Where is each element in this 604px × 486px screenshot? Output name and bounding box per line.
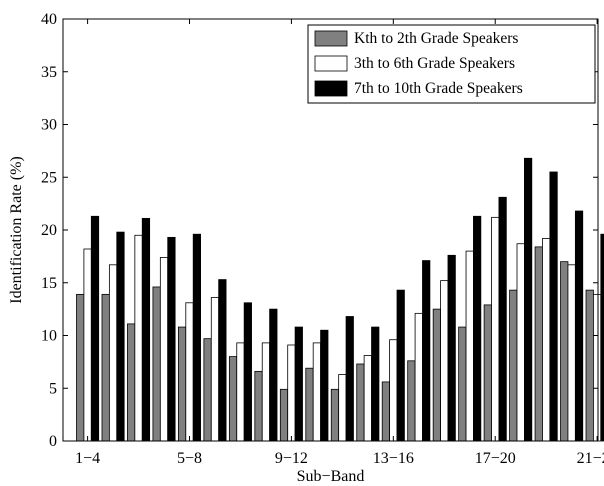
bar-series-2-group-10 xyxy=(312,342,321,442)
y-axis-label: Identification Rate (%) xyxy=(8,156,25,304)
y-tick-label: 30 xyxy=(41,117,57,134)
bar-series-2-group-9 xyxy=(287,344,296,442)
y-tick-label: 5 xyxy=(49,380,57,397)
legend-label-1: Kth to 2th Grade Speakers xyxy=(354,30,518,47)
bar-series-2-group-4 xyxy=(159,257,169,442)
bar-series-2-group-8 xyxy=(261,342,271,442)
bar-series-2-group-14 xyxy=(414,312,423,442)
bar-series-3-group-9 xyxy=(294,326,303,442)
y-tick-label: 10 xyxy=(41,328,57,345)
bar-series-2-group-3 xyxy=(134,234,143,442)
legend: Kth to 2th Grade Speakers 3th to 6th Grad… xyxy=(307,24,596,104)
bar-series-1-group-19 xyxy=(534,246,543,442)
bar-series-1-group-21 xyxy=(585,289,594,442)
bar-series-3-group-19 xyxy=(549,171,558,442)
bar-series-1-group-1 xyxy=(76,293,85,442)
bar-series-1-group-14 xyxy=(407,360,416,442)
x-axis-ticks: 1−4 5−8 9−12 13−16 17−20 21−24 xyxy=(75,19,604,467)
bar-series-2-group-12 xyxy=(363,355,372,442)
bar-series-3-group-11 xyxy=(345,316,354,442)
bar-series-1-group-12 xyxy=(356,363,365,442)
bar-series-3-group-8 xyxy=(269,308,278,442)
bar-series-3-group-2 xyxy=(116,231,125,442)
bar-series-2-group-2 xyxy=(108,264,118,442)
y-tick-label: 40 xyxy=(41,11,57,28)
y-tick-label: 20 xyxy=(41,222,57,239)
x-tick-label: 9−12 xyxy=(275,450,308,467)
bar-series-3-group-12 xyxy=(371,326,380,442)
legend-swatch-3 xyxy=(314,80,348,97)
bar-series-2-group-1 xyxy=(83,248,92,442)
bar-series-3-group-1 xyxy=(90,215,100,442)
bar-series-3-group-14 xyxy=(422,260,431,442)
bar-series-1-group-6 xyxy=(203,338,212,442)
bar-series-2-group-5 xyxy=(185,302,194,442)
y-tick-label: 25 xyxy=(41,169,57,186)
bar-series-2-group-20 xyxy=(567,264,576,442)
bar-series-1-group-15 xyxy=(432,308,441,442)
legend-label-3: 7th to 10th Grade Speakers xyxy=(354,80,523,97)
bar-series-1-group-2 xyxy=(101,293,110,442)
bar-series-1-group-7 xyxy=(228,356,238,442)
legend-label-2: 3th to 6th Grade Speakers xyxy=(354,55,515,72)
bar-series-2-group-16 xyxy=(465,250,474,442)
y-tick-label: 35 xyxy=(41,64,57,81)
x-tick-label: 21−24 xyxy=(577,450,604,467)
bar-series-3-group-10 xyxy=(320,329,329,442)
bar-series-1-group-5 xyxy=(177,326,187,442)
x-tick-label: 13−16 xyxy=(373,450,414,467)
bar-series-2-group-21 xyxy=(593,293,602,442)
x-tick-label: 17−20 xyxy=(475,450,516,467)
bar-series-3-group-4 xyxy=(167,236,176,442)
bar-series-1-group-13 xyxy=(381,381,391,442)
bar-series-2-group-17 xyxy=(491,216,500,442)
bar-series-1-group-8 xyxy=(254,370,263,442)
bar-series-3-group-3 xyxy=(141,217,151,442)
legend-swatch-1 xyxy=(314,30,348,47)
bar-series-1-group-9 xyxy=(279,388,289,442)
bar-series-1-group-10 xyxy=(305,367,314,442)
y-tick-label: 15 xyxy=(41,275,57,292)
bar-series-1-group-16 xyxy=(458,326,467,442)
x-tick-label: 1−4 xyxy=(75,450,100,467)
x-tick-label: 5−8 xyxy=(177,450,202,467)
bar-series-3-group-15 xyxy=(447,254,456,442)
bar-series-2-group-18 xyxy=(516,243,525,442)
bar-series-1-group-17 xyxy=(483,304,492,442)
legend-swatch-2 xyxy=(314,55,348,72)
bar-series-1-group-11 xyxy=(330,388,340,442)
bar-series-1-group-3 xyxy=(127,323,136,442)
bar-series-3-group-7 xyxy=(243,302,252,442)
bar-series-1-group-4 xyxy=(152,286,161,442)
plot-frame xyxy=(62,18,599,442)
bar-series-2-group-7 xyxy=(236,342,245,442)
legend-box xyxy=(307,24,596,104)
bar-series-3-group-17 xyxy=(498,196,507,442)
bar-series-2-group-6 xyxy=(210,297,220,442)
bar-series-3-group-20 xyxy=(574,210,584,442)
bar-series-3-group-21 xyxy=(600,233,604,442)
bar-series-3-group-16 xyxy=(473,215,482,442)
bar-series-3-group-6 xyxy=(218,279,227,442)
bar-series-3-group-13 xyxy=(396,289,405,442)
x-axis-label: Sub−Band xyxy=(297,468,365,485)
y-tick-label: 0 xyxy=(49,433,57,450)
bar-series-2-group-13 xyxy=(389,339,398,442)
bar-series-3-group-5 xyxy=(192,233,201,442)
bar-series-1-group-20 xyxy=(560,261,569,442)
bar-series-2-group-19 xyxy=(542,238,551,442)
bar-series-2-group-11 xyxy=(338,374,347,442)
bar-series-2-group-15 xyxy=(440,280,449,442)
bar-series-1-group-18 xyxy=(509,289,518,442)
y-axis-ticks: 0 5 10 15 20 25 30 35 40 xyxy=(41,11,598,450)
bar-series-3-group-18 xyxy=(524,157,533,442)
